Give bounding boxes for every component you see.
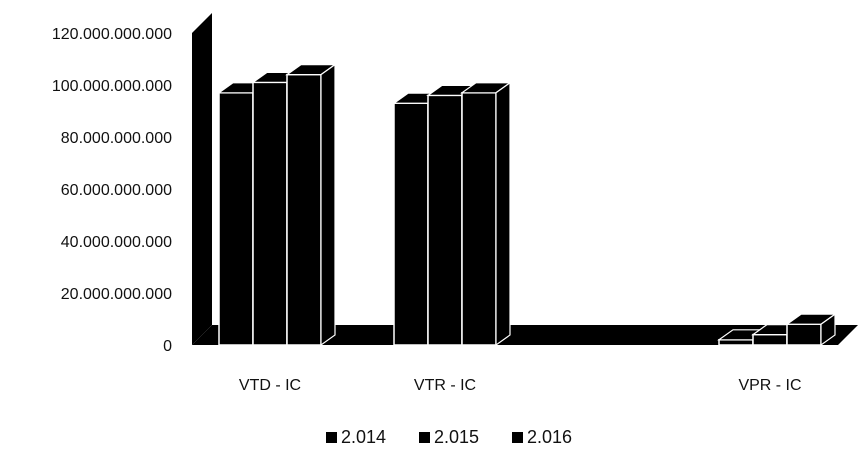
bar-front bbox=[786, 323, 822, 346]
bar-front bbox=[393, 102, 429, 346]
y-axis: 0 20.000.000.000 40.000.000.000 60.000.000.… bbox=[52, 26, 172, 355]
legend-item: 2.014 bbox=[326, 427, 386, 447]
legend-item: 2.016 bbox=[512, 427, 572, 447]
bar-front bbox=[252, 81, 288, 346]
bar-front bbox=[718, 339, 754, 346]
bar-side bbox=[820, 313, 836, 347]
y-tick-label: 0 bbox=[163, 338, 172, 355]
legend-swatch bbox=[512, 432, 523, 443]
x-tick-label: VTR - IC bbox=[414, 377, 476, 394]
y-tick-label: 120.000.000.000 bbox=[52, 26, 172, 43]
x-tick-label: VPR - IC bbox=[738, 377, 801, 394]
y-tick-label: 60.000.000.000 bbox=[61, 182, 172, 199]
legend-label: 2.014 bbox=[341, 427, 386, 447]
x-axis: VTD - IC VTR - IC VPR - IC bbox=[239, 377, 802, 394]
legend: 2.014 2.015 2.016 bbox=[326, 427, 572, 447]
side-wall bbox=[192, 13, 212, 345]
y-tick-label: 80.000.000.000 bbox=[61, 130, 172, 147]
chart-walls bbox=[192, 13, 858, 345]
bar-front bbox=[286, 73, 322, 346]
bar bbox=[460, 81, 512, 347]
bar-front bbox=[218, 92, 254, 346]
bar bbox=[285, 63, 337, 347]
legend-label: 2.016 bbox=[527, 427, 572, 447]
bar-side bbox=[495, 81, 511, 347]
legend-item: 2.015 bbox=[419, 427, 479, 447]
bar bbox=[785, 313, 837, 347]
floor bbox=[192, 325, 858, 345]
y-tick-label: 100.000.000.000 bbox=[52, 78, 172, 95]
x-tick-label: VTD - IC bbox=[239, 377, 301, 394]
legend-label: 2.015 bbox=[434, 427, 479, 447]
bar-front bbox=[752, 333, 788, 346]
legend-swatch bbox=[419, 432, 430, 443]
bar-front bbox=[427, 94, 463, 346]
bar-front bbox=[461, 92, 497, 346]
y-tick-label: 40.000.000.000 bbox=[61, 234, 172, 251]
y-tick-label: 20.000.000.000 bbox=[61, 286, 172, 303]
bar-side bbox=[320, 63, 336, 347]
legend-swatch bbox=[326, 432, 337, 443]
bar-group bbox=[217, 63, 837, 347]
